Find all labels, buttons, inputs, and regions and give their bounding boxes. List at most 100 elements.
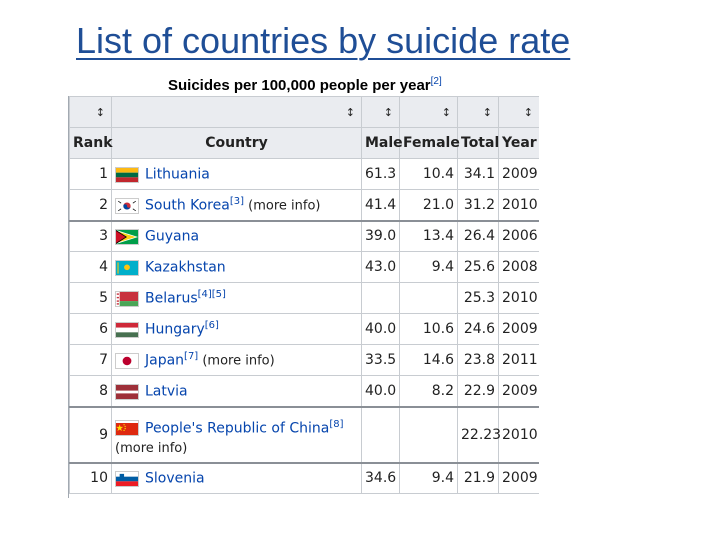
column-header-female: Female	[399, 127, 460, 159]
male-rate-cell: 61.3	[361, 158, 400, 190]
table-row: 2 South Korea[3] (more info) 41.4 21.0 31.2 2…	[69, 189, 539, 221]
lithuania-flag-icon	[115, 166, 139, 183]
country-cell: Lithuania	[111, 158, 362, 190]
more-info-link[interactable]: (more info)	[198, 353, 275, 369]
year-cell: 2009	[498, 313, 539, 345]
country-link[interactable]: Latvia	[145, 383, 188, 400]
rank-cell: 6	[69, 313, 112, 345]
year-cell: 2010	[498, 282, 539, 314]
south-korea-flag-icon	[115, 197, 139, 214]
rank-cell: 3	[69, 220, 112, 252]
year-cell: 2008	[498, 251, 539, 283]
country-cell: Guyana	[111, 220, 362, 252]
male-rate-cell: 34.6	[361, 462, 400, 494]
year-cell: 2009	[498, 462, 539, 494]
sort-arrows-icon: ↕	[441, 106, 451, 119]
sort-male-button[interactable]: ↕	[361, 96, 400, 128]
country-reference[interactable]: [6]	[204, 320, 219, 332]
sort-rank-button[interactable]: ↕	[69, 96, 112, 128]
total-rate-cell: 25.6	[457, 251, 499, 283]
country-cell: Japan[7] (more info)	[111, 344, 362, 376]
table-row: 9 People's Republic of China[8] (more info…	[69, 406, 539, 463]
country-link[interactable]: South Korea	[145, 197, 230, 214]
caption-reference[interactable]: [2]	[430, 76, 442, 87]
latvia-flag-icon	[115, 383, 139, 400]
sort-arrows-icon: ↕	[383, 106, 393, 119]
country-cell: People's Republic of China[8] (more info)	[111, 406, 362, 463]
country-cell: Kazakhstan	[111, 251, 362, 283]
rank-cell: 7	[69, 344, 112, 376]
rank-cell: 5	[69, 282, 112, 314]
female-rate-cell: 9.4	[399, 462, 458, 494]
male-rate-cell: 40.0	[361, 313, 400, 345]
country-link[interactable]: Kazakhstan	[145, 259, 226, 276]
year-cell: 2006	[498, 220, 539, 252]
sort-year-button[interactable]: ↕	[498, 96, 539, 128]
more-info-link[interactable]: (more info)	[115, 441, 188, 457]
total-rate-cell: 25.3	[457, 282, 499, 314]
sort-arrows-icon: ↕	[345, 106, 355, 119]
rank-cell: 9	[69, 406, 112, 463]
male-rate-cell	[361, 282, 400, 314]
country-reference[interactable]: [8]	[329, 418, 344, 430]
column-header-year: Year	[498, 127, 539, 159]
country-link[interactable]: Guyana	[145, 229, 200, 246]
suicide-rate-table-container: ↕ ↕ ↕ ↕ ↕ ↕ Rank Country Male Female Tot…	[68, 96, 539, 498]
country-cell: Hungary[6]	[111, 313, 362, 345]
country-link[interactable]: Lithuania	[145, 166, 210, 183]
country-cell: Belarus[4][5]	[111, 282, 362, 314]
table-row: 4 Kazakhstan 43.0 9.4 25.6 2008	[69, 251, 539, 283]
rank-cell: 2	[69, 189, 112, 221]
year-cell: 2009	[498, 375, 539, 407]
year-cell: 2010	[498, 406, 539, 463]
country-reference[interactable]: [3]	[229, 195, 244, 207]
year-cell: 2010	[498, 189, 539, 221]
female-rate-cell: 10.4	[399, 158, 458, 190]
country-link[interactable]: People's Republic of China	[145, 420, 330, 437]
page-title: List of countries by suicide rate	[76, 20, 571, 61]
male-rate-cell: 33.5	[361, 344, 400, 376]
country-link[interactable]: Japan	[145, 352, 185, 369]
country-reference[interactable]: [4][5]	[197, 289, 226, 301]
table-row: 3 Guyana 39.0 13.4 26.4 2006	[69, 220, 539, 252]
belarus-flag-icon	[115, 290, 139, 307]
table-row: 6 Hungary[6] 40.0 10.6 24.6 2009	[69, 313, 539, 345]
table-row: 1 Lithuania 61.3 10.4 34.1 2009	[69, 158, 539, 190]
country-link[interactable]: Belarus	[145, 290, 198, 307]
sort-country-button[interactable]: ↕	[111, 96, 362, 128]
total-rate-cell: 22.23	[457, 406, 501, 463]
year-cell: 2011	[498, 344, 539, 376]
female-rate-cell: 9.4	[399, 251, 458, 283]
female-rate-cell	[399, 282, 458, 314]
column-header-rank: Rank	[69, 127, 113, 159]
male-rate-cell: 40.0	[361, 375, 400, 407]
column-header-country: Country	[111, 127, 362, 159]
table-row: 5 Belarus[4][5] 25.3 2010	[69, 282, 539, 314]
sort-female-button[interactable]: ↕	[399, 96, 458, 128]
total-rate-cell: 21.9	[457, 462, 499, 494]
country-link[interactable]: Slovenia	[145, 471, 205, 488]
kazakhstan-flag-icon	[115, 259, 139, 276]
country-link[interactable]: Hungary	[145, 321, 205, 338]
total-rate-cell: 24.6	[457, 313, 499, 345]
year-cell: 2009	[498, 158, 539, 190]
country-cell: South Korea[3] (more info)	[111, 189, 362, 221]
total-rate-cell: 31.2	[457, 189, 499, 221]
female-rate-cell: 21.0	[399, 189, 458, 221]
female-rate-cell	[399, 406, 458, 463]
country-reference[interactable]: [7]	[184, 351, 199, 363]
table-row: 7 Japan[7] (more info) 33.5 14.6 23.8 2011	[69, 344, 539, 376]
sort-total-button[interactable]: ↕	[457, 96, 499, 128]
rank-cell: 4	[69, 251, 112, 283]
header-row: Rank Country Male Female Total Year	[69, 127, 539, 159]
more-info-link[interactable]: (more info)	[244, 198, 321, 214]
column-header-total: Total	[457, 127, 499, 159]
total-rate-cell: 26.4	[457, 220, 499, 252]
sort-arrows-icon: ↕	[523, 106, 533, 119]
japan-flag-icon	[115, 352, 139, 369]
rank-cell: 8	[69, 375, 112, 407]
sort-arrows-icon: ↕	[482, 106, 492, 119]
table-row: 8 Latvia 40.0 8.2 22.9 2009	[69, 375, 539, 407]
total-rate-cell: 22.9	[457, 375, 499, 407]
china-flag-icon	[115, 420, 139, 437]
